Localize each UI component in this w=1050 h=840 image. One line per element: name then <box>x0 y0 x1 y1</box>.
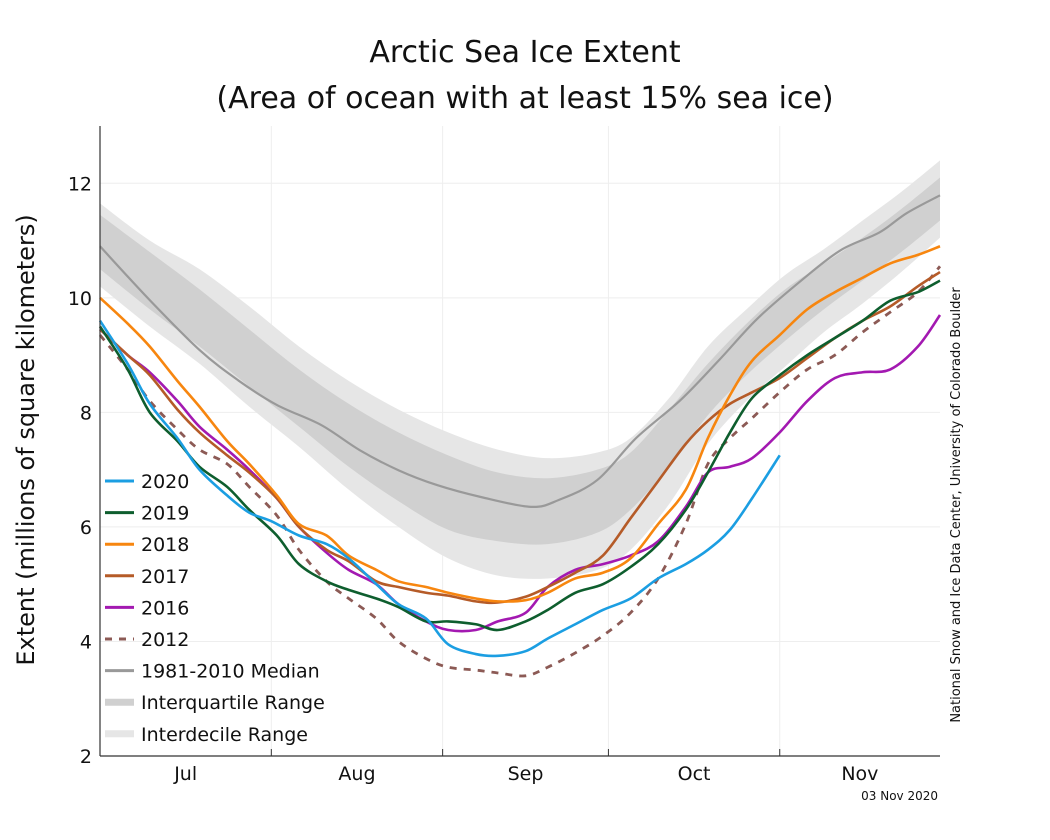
plot-area: 2 4 6 8 10 12 Jul Aug Sep Oct Nov <box>68 126 942 785</box>
chart-subtitle: (Area of ocean with at least 15% sea ice… <box>216 81 833 116</box>
legend-item-2017: 2017 <box>105 566 189 588</box>
legend-item-interdecile-range: Interdecile Range <box>105 724 308 746</box>
y-tick-label: 2 <box>80 746 92 768</box>
x-tick-label: Aug <box>338 763 375 785</box>
x-tick-label: Sep <box>508 763 544 785</box>
legend-label: Interdecile Range <box>141 724 308 746</box>
x-tick-label: Oct <box>678 763 711 785</box>
legend-item-2018: 2018 <box>105 534 189 556</box>
chart-title: Arctic Sea Ice Extent <box>369 35 681 70</box>
legend-item-2020: 2020 <box>105 471 189 493</box>
legend-label: 2020 <box>141 471 189 493</box>
legend-item-2016: 2016 <box>105 597 189 619</box>
legend-item-1981-2010-median: 1981-2010 Median <box>105 661 320 683</box>
series-line-2012 <box>98 265 942 678</box>
legend-item-2012: 2012 <box>105 629 189 651</box>
date-stamp: 03 Nov 2020 <box>861 789 938 803</box>
legend-label: 2018 <box>141 534 189 556</box>
legend-item-2019: 2019 <box>105 503 189 525</box>
y-tick-label: 10 <box>68 288 92 310</box>
legend-label: 2016 <box>141 597 189 619</box>
series-line-2020 <box>98 320 781 658</box>
legend-item-interquartile-range: Interquartile Range <box>105 692 325 714</box>
x-tick-label: Jul <box>173 763 197 785</box>
legend-label: 1981-2010 Median <box>141 661 320 683</box>
x-tick-label: Nov <box>841 763 878 785</box>
y-tick-label: 8 <box>80 402 92 424</box>
series-line-1981-2010-median <box>99 194 941 508</box>
series-line-2016 <box>99 314 942 633</box>
legend-label: 2019 <box>141 503 189 525</box>
legend-label: 2017 <box>141 566 189 588</box>
legend-label: Interquartile Range <box>141 692 325 714</box>
band-interquartile-range <box>100 177 940 545</box>
series-line-2018 <box>99 245 941 603</box>
y-tick-label: 12 <box>68 173 92 195</box>
series-line-2019 <box>98 279 941 632</box>
legend: 2020 2019 2018 2017 2016 2012 1981-2010 Median… <box>105 471 325 746</box>
legend-label: 2012 <box>141 629 189 651</box>
y-axis-label: Extent (millions of square kilometers) <box>12 214 40 665</box>
y-tick-label: 6 <box>80 517 92 539</box>
credit-text: National Snow and Ice Data Center, Unive… <box>949 287 964 723</box>
y-tick-label: 4 <box>80 631 92 653</box>
